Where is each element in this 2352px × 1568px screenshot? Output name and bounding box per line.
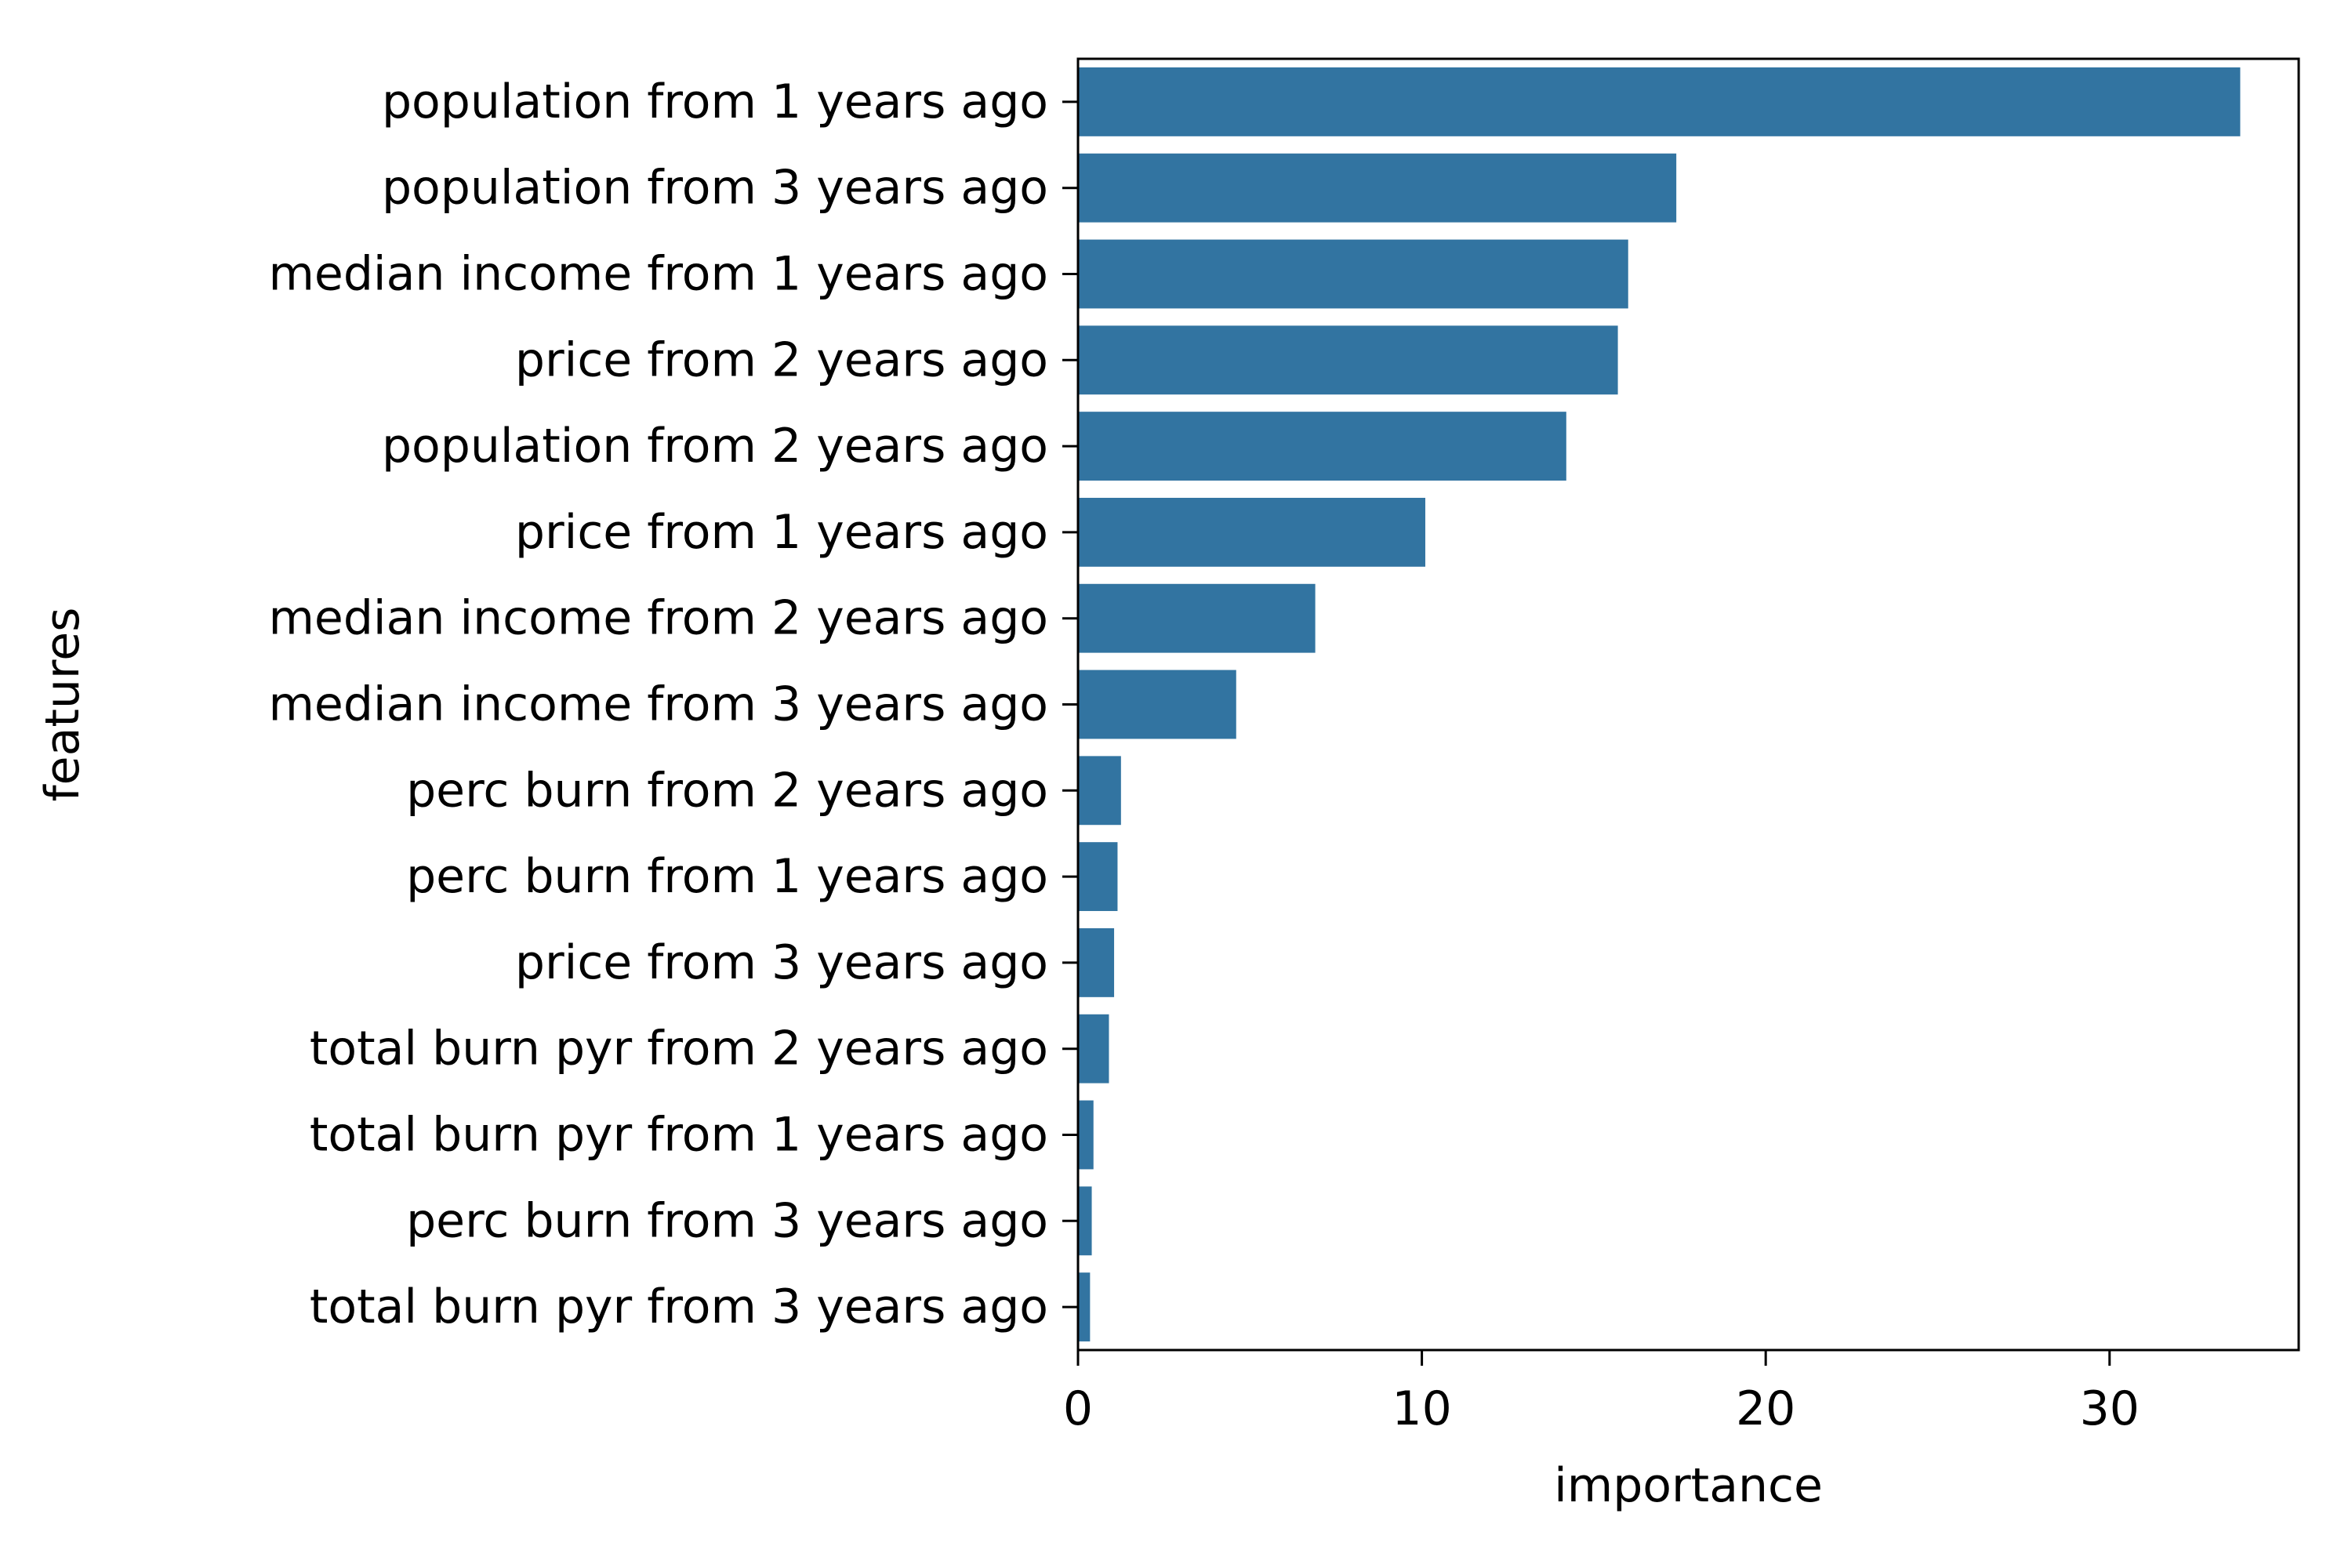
bar — [1078, 583, 1316, 653]
x-tick-label: 30 — [2080, 1381, 2140, 1436]
plot-frame — [1076, 57, 2300, 1352]
y-tick-label: price from 1 years ago — [515, 505, 1048, 560]
y-tick-label: median income from 3 years ago — [268, 677, 1048, 732]
bar — [1078, 842, 1118, 912]
y-tick-label: price from 2 years ago — [515, 332, 1048, 387]
y-tick-label: total burn pyr from 2 years ago — [310, 1022, 1048, 1076]
x-tick-label: 20 — [1736, 1381, 1795, 1436]
bar — [1078, 670, 1236, 739]
bar — [1078, 756, 1121, 826]
bar — [1078, 497, 1425, 567]
bar — [1078, 1272, 1091, 1342]
bar — [1078, 67, 2241, 136]
y-tick-label: median income from 1 years ago — [268, 247, 1048, 302]
bars-group — [1078, 67, 2241, 1342]
y-axis-title: features — [35, 608, 90, 802]
y-tick-label: price from 3 years ago — [515, 935, 1048, 990]
x-tick-label: 0 — [1063, 1381, 1093, 1436]
y-axis-ticks: population from 1 years ago population fr… — [268, 74, 1078, 1334]
y-tick-label: median income from 2 years ago — [268, 591, 1048, 646]
y-tick-label: perc burn from 3 years ago — [406, 1193, 1048, 1248]
x-axis-ticks: 0 10 20 30 — [1063, 1350, 2140, 1436]
y-tick-label: perc burn from 1 years ago — [406, 849, 1048, 904]
bar — [1078, 325, 1618, 395]
x-tick-label: 10 — [1392, 1381, 1451, 1436]
bar — [1078, 412, 1566, 481]
y-tick-label: population from 3 years ago — [382, 161, 1048, 216]
bar — [1078, 153, 1677, 223]
bar — [1078, 1014, 1109, 1083]
y-tick-label: total burn pyr from 3 years ago — [310, 1279, 1048, 1334]
bar — [1078, 1186, 1092, 1256]
bar — [1078, 927, 1115, 997]
x-axis-title: importance — [1554, 1458, 1823, 1513]
y-tick-label: perc burn from 2 years ago — [406, 763, 1048, 818]
y-tick-label: population from 2 years ago — [382, 419, 1048, 474]
bar — [1078, 239, 1628, 309]
bar — [1078, 1100, 1094, 1170]
y-tick-label: total burn pyr from 1 years ago — [310, 1108, 1048, 1163]
y-tick-label: population from 1 years ago — [382, 74, 1048, 129]
